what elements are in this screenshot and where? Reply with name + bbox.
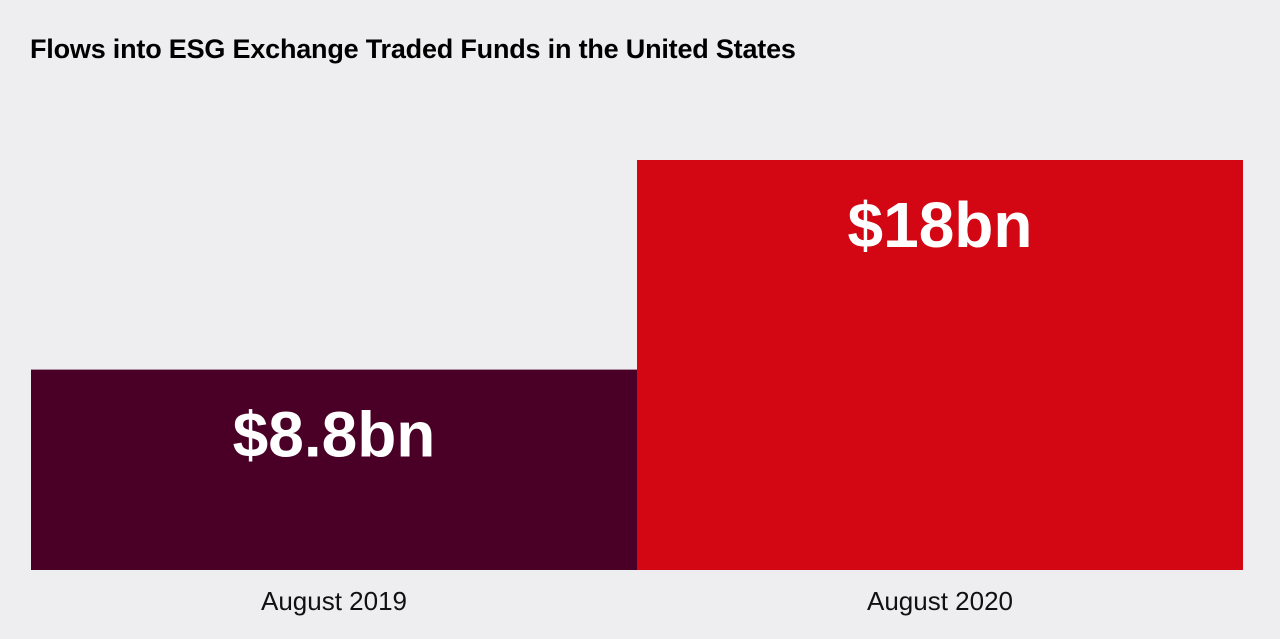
category-label-1: August 2019 (261, 586, 407, 616)
bar-value-label-2: $18bn (848, 189, 1033, 261)
chart-title: Flows into ESG Exchange Traded Funds in … (30, 34, 796, 64)
bar-value-label-1: $8.8bn (233, 399, 436, 471)
bar-1 (31, 369, 637, 570)
category-label-2: August 2020 (867, 586, 1013, 616)
bar-2 (637, 160, 1243, 570)
